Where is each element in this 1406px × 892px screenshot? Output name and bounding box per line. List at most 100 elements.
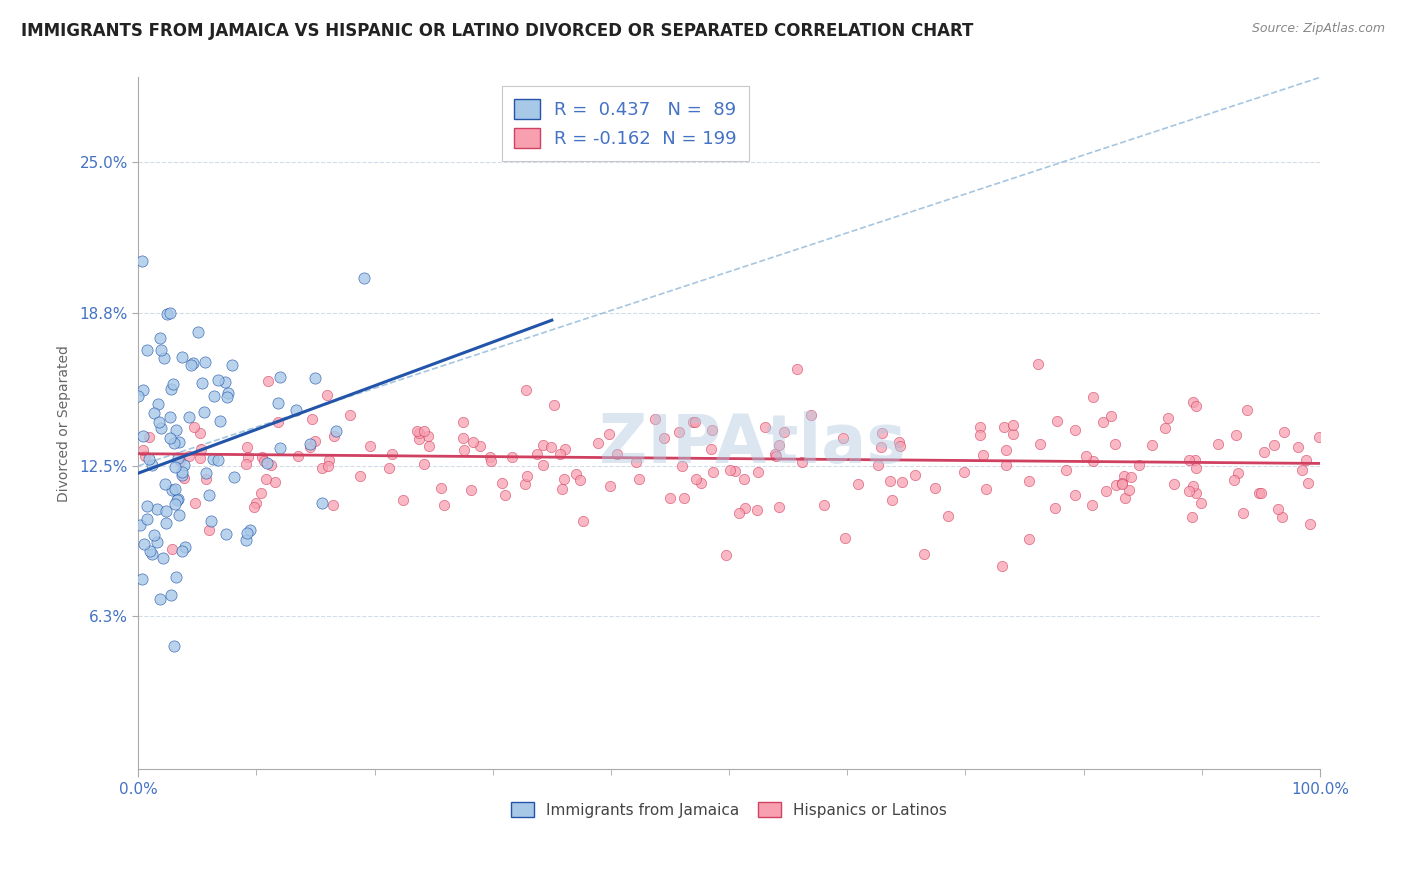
Point (149, 331, 172, 345)
Point (479, 454, 502, 468)
Point (598, 427, 620, 442)
Point (174, 541, 197, 555)
Point (257, 374, 280, 388)
Point (531, 458, 554, 472)
Point (628, 472, 651, 486)
Point (1299, 516, 1322, 531)
Point (143, 528, 166, 542)
Point (177, 409, 200, 424)
Point (728, 506, 751, 520)
Point (127, 389, 149, 403)
Point (1286, 440, 1309, 454)
Point (1018, 532, 1040, 546)
Point (243, 500, 266, 514)
Point (1111, 476, 1133, 491)
Point (1157, 410, 1180, 425)
Point (353, 271, 375, 285)
Point (166, 493, 188, 508)
Point (254, 472, 277, 486)
Point (479, 450, 502, 465)
Point (768, 438, 790, 452)
Point (224, 470, 246, 484)
Point (221, 358, 243, 372)
Point (768, 500, 790, 515)
Point (763, 447, 786, 461)
Point (148, 397, 170, 411)
Point (880, 492, 903, 507)
Point (1225, 428, 1247, 442)
Point (138, 451, 160, 466)
Text: ZIPAtlas: ZIPAtlas (599, 411, 905, 477)
Point (733, 472, 755, 486)
Point (1263, 438, 1285, 452)
Point (1114, 491, 1136, 505)
Point (1177, 484, 1199, 499)
Point (153, 351, 176, 366)
Point (1181, 394, 1204, 409)
Point (135, 499, 157, 513)
Point (1223, 473, 1246, 487)
Point (159, 382, 181, 396)
Point (1247, 486, 1270, 500)
Point (146, 535, 169, 549)
Point (1140, 438, 1163, 452)
Point (190, 425, 212, 440)
Point (188, 450, 211, 465)
Point (190, 376, 212, 390)
Point (311, 495, 333, 509)
Point (690, 476, 713, 491)
Point (515, 383, 537, 397)
Point (1081, 454, 1104, 468)
Point (318, 458, 340, 473)
Point (169, 508, 191, 523)
Point (1114, 469, 1136, 483)
Point (565, 467, 588, 481)
Point (1182, 478, 1205, 492)
Point (745, 503, 768, 517)
Point (491, 475, 513, 490)
Point (408, 433, 430, 447)
Point (169, 454, 191, 468)
Point (606, 446, 628, 460)
Point (269, 441, 291, 455)
Point (267, 415, 290, 429)
Point (160, 541, 183, 556)
Point (159, 306, 181, 320)
Point (685, 472, 707, 486)
Point (912, 547, 935, 561)
Point (430, 481, 453, 495)
Point (163, 459, 186, 474)
Point (889, 439, 911, 453)
Point (322, 498, 344, 512)
Point (311, 460, 333, 475)
Point (264, 475, 287, 489)
Point (160, 588, 183, 602)
Point (1118, 483, 1140, 497)
Point (416, 429, 439, 443)
Point (162, 483, 184, 497)
Point (1094, 483, 1116, 498)
Point (236, 450, 259, 464)
Point (163, 497, 186, 511)
Point (548, 447, 571, 461)
Point (1163, 477, 1185, 491)
Point (453, 442, 475, 457)
Point (765, 449, 787, 463)
Point (235, 533, 257, 547)
Point (245, 496, 267, 510)
Point (1253, 445, 1275, 459)
Point (194, 472, 217, 486)
Point (599, 479, 621, 493)
Point (155, 504, 177, 518)
Point (1227, 467, 1250, 481)
Point (974, 482, 997, 496)
Point (569, 473, 592, 487)
Point (644, 412, 666, 426)
Point (197, 488, 219, 502)
Point (260, 458, 283, 473)
Point (1018, 474, 1040, 488)
Point (904, 467, 927, 482)
Point (1043, 501, 1066, 516)
Point (460, 483, 482, 497)
Point (132, 429, 155, 443)
